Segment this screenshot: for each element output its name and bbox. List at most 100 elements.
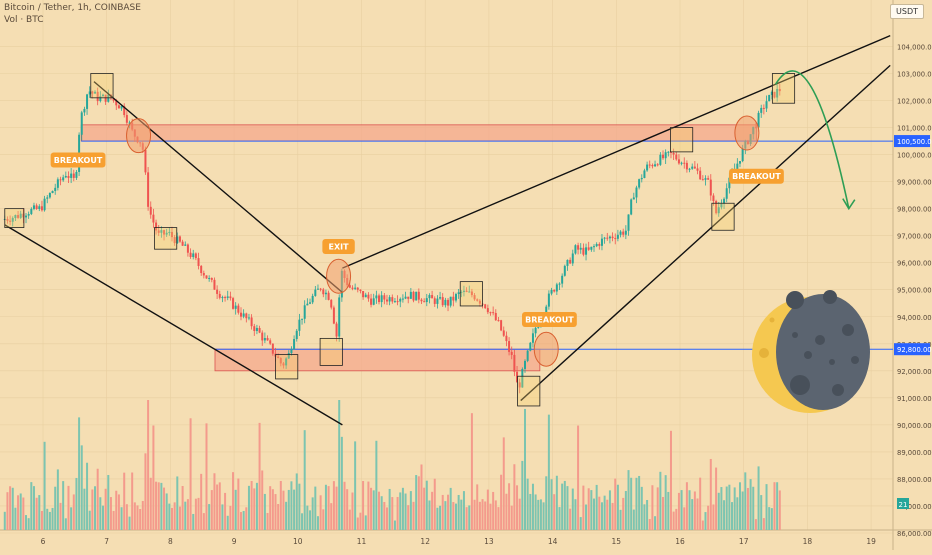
volume-bar xyxy=(80,445,83,530)
highlight-box xyxy=(319,337,343,366)
volume-bar xyxy=(754,519,757,530)
volume-bar xyxy=(94,486,97,530)
candle-body xyxy=(725,188,728,199)
highlight-box xyxy=(771,73,796,104)
candle-body xyxy=(425,298,428,303)
volume-bar xyxy=(83,488,86,530)
candle-body xyxy=(383,295,386,300)
moon-crater-light xyxy=(769,317,775,323)
candle-body xyxy=(245,313,248,319)
volume-bar xyxy=(104,488,107,530)
candle-body xyxy=(659,154,662,165)
candle-body xyxy=(638,179,641,188)
candle-body xyxy=(723,198,726,204)
volume-bar xyxy=(630,477,633,530)
volume-bar xyxy=(691,499,694,530)
volume-bar xyxy=(327,486,330,530)
volume-bar xyxy=(391,497,394,530)
moon-crater xyxy=(804,351,812,359)
candle-body xyxy=(356,287,359,290)
candle-body xyxy=(269,340,272,344)
volume-bar xyxy=(176,476,179,530)
volume-bar xyxy=(762,518,765,530)
volume-bar xyxy=(643,504,646,530)
candle-body xyxy=(635,187,638,198)
candle-body xyxy=(253,326,256,332)
candle-body xyxy=(696,168,699,171)
volume-bar xyxy=(285,501,288,530)
candle-body xyxy=(518,382,521,388)
volume-bar xyxy=(372,490,375,530)
volume-bar xyxy=(675,508,678,530)
candle-body xyxy=(213,279,216,290)
candle-body xyxy=(324,292,327,295)
currency-button[interactable]: USDT xyxy=(890,4,924,19)
volume-bar xyxy=(396,496,399,530)
candle-body xyxy=(622,231,625,235)
volume-bar xyxy=(67,485,70,530)
volume-bar xyxy=(600,502,603,530)
volume-bar xyxy=(431,491,434,530)
volume-bar xyxy=(553,494,556,530)
candle-body xyxy=(709,179,712,196)
candle-body xyxy=(56,179,59,188)
candle-body xyxy=(553,289,556,292)
volume-bar xyxy=(537,499,540,530)
candle-body xyxy=(30,208,33,215)
candle-body xyxy=(14,215,17,219)
candle-body xyxy=(627,214,630,231)
candle-body xyxy=(216,289,219,294)
candle-body xyxy=(287,353,290,359)
volume-bar xyxy=(75,477,78,530)
candle-body xyxy=(370,298,373,305)
volume-bar xyxy=(330,503,333,530)
candle-body xyxy=(6,218,9,221)
highlight-box xyxy=(459,281,483,307)
y-tick-label: 100,000.00 xyxy=(897,152,932,160)
candle-body xyxy=(651,164,654,167)
volume-bar xyxy=(184,501,187,530)
annotation-callout xyxy=(322,238,355,254)
candle-body xyxy=(189,252,192,258)
volume-bar xyxy=(112,510,115,530)
candle-body xyxy=(240,312,243,317)
volume-bar xyxy=(163,487,166,530)
moon-crater xyxy=(792,332,798,338)
candle-body xyxy=(648,164,651,166)
volume-bar xyxy=(415,475,418,530)
candle-body xyxy=(271,343,274,354)
volume-bar xyxy=(240,512,243,530)
volume-bar xyxy=(14,507,17,530)
volume-bar xyxy=(205,423,208,530)
candle-body xyxy=(152,214,155,223)
candle-body xyxy=(439,297,442,299)
volume-bar xyxy=(545,476,548,530)
volume-bar xyxy=(48,511,51,530)
x-tick-label: 11 xyxy=(357,537,367,546)
annotation-callout xyxy=(50,152,106,168)
candle-body xyxy=(407,296,410,299)
candle-body xyxy=(547,293,550,307)
y-tick-label: 87,000.00 xyxy=(897,503,932,511)
candle-body xyxy=(555,284,558,292)
volume-bar xyxy=(147,400,150,530)
candle-body xyxy=(123,106,126,116)
volume-bar xyxy=(566,486,569,530)
candle-body xyxy=(778,88,781,92)
volume-bar xyxy=(306,505,309,530)
volume-bar xyxy=(380,496,383,530)
candle-body xyxy=(149,206,152,215)
candle-body xyxy=(208,277,211,279)
volume-bar xyxy=(70,507,73,530)
x-tick-label: 6 xyxy=(41,537,46,546)
x-tick-label: 14 xyxy=(548,537,558,546)
volume-bar xyxy=(685,482,688,530)
volume-bar xyxy=(17,495,20,530)
volume-bar xyxy=(370,487,373,530)
volume-bar xyxy=(263,493,266,530)
volume-bar xyxy=(409,491,412,530)
candle-body xyxy=(43,198,46,211)
volume-bar xyxy=(492,491,495,530)
volume-bar xyxy=(571,488,574,530)
